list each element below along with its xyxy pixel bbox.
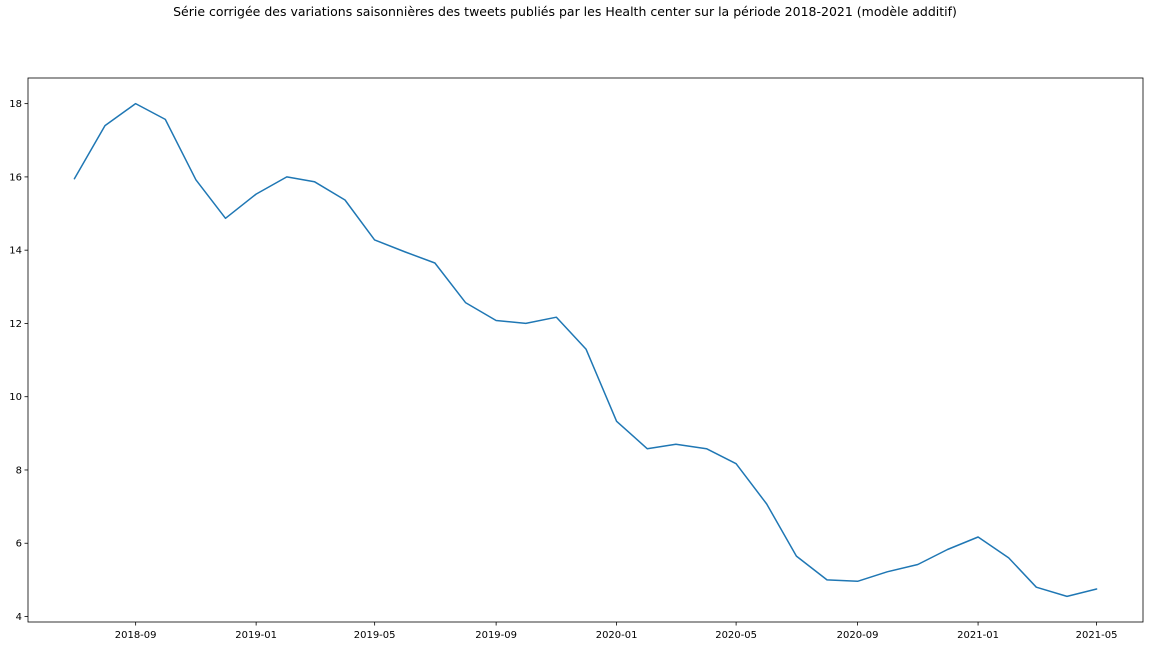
data-point: [1035, 586, 1038, 589]
data-point: [464, 301, 467, 304]
data-point: [1007, 556, 1010, 559]
y-tick-label: 4: [16, 612, 22, 623]
y-tick-label: 16: [9, 172, 22, 183]
data-point: [495, 319, 498, 322]
data-point: [224, 217, 227, 220]
data-point: [194, 178, 197, 181]
data-point: [977, 536, 980, 539]
data-point: [615, 420, 618, 423]
x-tick-label: 2018-09: [115, 630, 157, 641]
data-point: [735, 462, 738, 465]
y-tick-label: 18: [9, 99, 22, 110]
data-point: [856, 580, 859, 583]
x-tick-label: 2020-05: [715, 630, 757, 641]
y-tick-label: 8: [16, 465, 22, 476]
data-point: [255, 193, 258, 196]
data-point: [765, 503, 768, 506]
series-line: [73, 102, 1098, 598]
x-tick-label: 2020-09: [837, 630, 879, 641]
data-point: [433, 261, 436, 264]
data-point: [886, 570, 889, 573]
x-tick-label: 2019-05: [354, 630, 396, 641]
data-point: [674, 443, 677, 446]
y-tick-label: 12: [9, 319, 22, 330]
data-point: [313, 180, 316, 183]
data-point: [916, 563, 919, 566]
data-point: [646, 447, 649, 450]
data-point: [404, 251, 407, 254]
data-point: [705, 447, 708, 450]
data-point: [373, 238, 376, 241]
data-point: [946, 548, 949, 551]
data-point: [795, 555, 798, 558]
x-tick-label: 2021-05: [1076, 630, 1118, 641]
data-point: [584, 348, 587, 351]
data-point: [285, 175, 288, 178]
x-axis: 2018-09 2019-01 2019-05 2019-09 2020-01 2020-…: [115, 622, 1118, 641]
plot-frame: [27, 77, 1144, 623]
data-point: [1095, 588, 1098, 591]
x-tick-label: 2020-01: [596, 630, 638, 641]
y-tick-label: 6: [16, 539, 22, 550]
y-tick-label: 10: [9, 392, 22, 403]
data-point: [555, 316, 558, 319]
data-point: [104, 124, 107, 127]
data-point: [344, 198, 347, 201]
chart-title: Série corrigée des variations saisonnièr…: [173, 4, 957, 19]
x-tick-label: 2019-09: [475, 630, 517, 641]
x-tick-label: 2021-01: [957, 630, 999, 641]
data-point: [73, 177, 76, 180]
plot-area: [28, 78, 1143, 622]
data-point: [134, 102, 137, 105]
y-axis: 4 6 8 10 12 14 16 18: [9, 99, 28, 623]
y-tick-label: 14: [9, 246, 22, 257]
data-point: [524, 322, 527, 325]
x-tick-label: 2019-01: [235, 630, 277, 641]
data-point: [1065, 595, 1068, 598]
data-point: [825, 578, 828, 581]
data-point: [164, 118, 167, 121]
